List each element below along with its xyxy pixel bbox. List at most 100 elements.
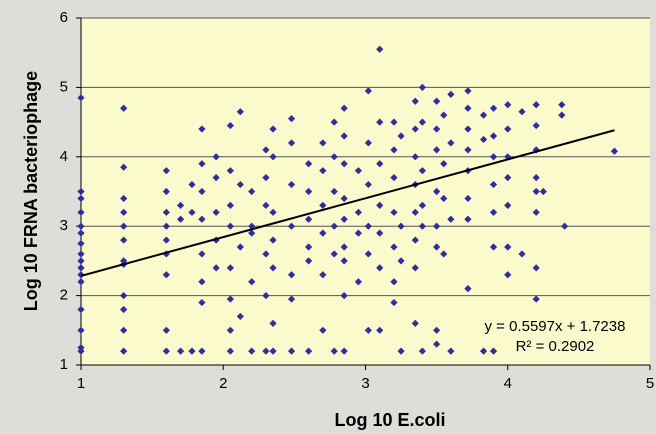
y-tick-label: 4 — [60, 148, 68, 165]
point — [447, 347, 455, 355]
point — [248, 229, 256, 237]
point — [479, 135, 488, 144]
point — [433, 222, 441, 230]
point — [489, 180, 498, 189]
point — [558, 111, 566, 119]
point — [364, 250, 372, 258]
point — [440, 194, 448, 203]
point — [236, 243, 244, 251]
point — [610, 147, 619, 155]
point — [305, 187, 313, 196]
point — [397, 347, 405, 355]
point — [376, 118, 384, 126]
point — [212, 153, 220, 161]
point — [305, 160, 313, 168]
point — [77, 278, 85, 286]
point — [120, 326, 128, 334]
point — [433, 340, 441, 348]
y-axis-title: Log 10 FRNA bacteriophage — [21, 71, 41, 311]
point — [489, 153, 498, 161]
point — [418, 118, 426, 126]
x-tick-label: 5 — [646, 375, 654, 392]
point — [397, 222, 405, 230]
point — [262, 347, 270, 355]
point — [176, 347, 185, 355]
point — [504, 101, 512, 109]
point — [532, 174, 540, 182]
point — [188, 180, 196, 189]
annotation: y = 0.5597x + 1.7238 — [485, 318, 626, 335]
point — [330, 153, 338, 161]
y-tick-label: 1 — [60, 356, 68, 373]
point — [269, 236, 277, 244]
point — [330, 250, 338, 258]
point — [77, 271, 85, 279]
point — [464, 194, 472, 203]
point — [418, 201, 426, 209]
point — [340, 132, 348, 140]
point — [489, 208, 498, 216]
point — [489, 243, 498, 251]
point — [489, 347, 498, 355]
point — [77, 250, 85, 258]
y-tick-label: 3 — [60, 217, 68, 234]
point — [226, 167, 234, 175]
point — [226, 264, 234, 272]
point — [418, 83, 426, 91]
point — [364, 222, 372, 230]
point — [287, 115, 296, 123]
point — [319, 139, 327, 147]
point — [269, 264, 277, 272]
point — [330, 222, 338, 230]
point — [418, 347, 426, 355]
point — [340, 243, 348, 251]
point — [162, 326, 170, 334]
point — [330, 347, 338, 355]
x-tick-label: 4 — [504, 375, 512, 392]
point — [319, 201, 327, 209]
point — [269, 153, 277, 161]
point — [176, 215, 185, 223]
point — [198, 278, 206, 286]
point — [479, 111, 488, 119]
point — [319, 326, 327, 334]
point — [77, 229, 85, 237]
x-tick-label: 3 — [361, 375, 369, 392]
point — [397, 132, 405, 140]
point — [162, 167, 170, 175]
point — [340, 160, 348, 168]
point — [198, 215, 206, 223]
point — [440, 111, 448, 119]
point — [390, 298, 398, 307]
point — [162, 347, 170, 355]
point — [120, 208, 128, 216]
point — [305, 257, 313, 265]
point — [226, 222, 234, 230]
point — [464, 87, 472, 95]
x-tick-label: 1 — [77, 375, 85, 392]
point — [532, 264, 540, 272]
point — [262, 174, 270, 182]
x-tick-label: 2 — [219, 375, 227, 392]
point — [77, 239, 85, 248]
point — [262, 146, 270, 154]
point — [447, 215, 455, 223]
point — [479, 347, 488, 355]
point — [77, 222, 85, 230]
point — [226, 295, 234, 303]
point — [305, 215, 313, 223]
point — [120, 163, 128, 171]
point — [376, 264, 384, 272]
point — [198, 347, 206, 355]
point — [226, 201, 234, 209]
point — [77, 264, 85, 272]
point — [411, 264, 419, 272]
point — [248, 187, 256, 196]
point — [390, 146, 398, 154]
point — [504, 243, 512, 251]
annotation: R² = 0.2902 — [516, 338, 595, 355]
point — [440, 250, 448, 258]
point — [464, 125, 472, 133]
point — [77, 187, 85, 196]
point — [319, 271, 327, 279]
